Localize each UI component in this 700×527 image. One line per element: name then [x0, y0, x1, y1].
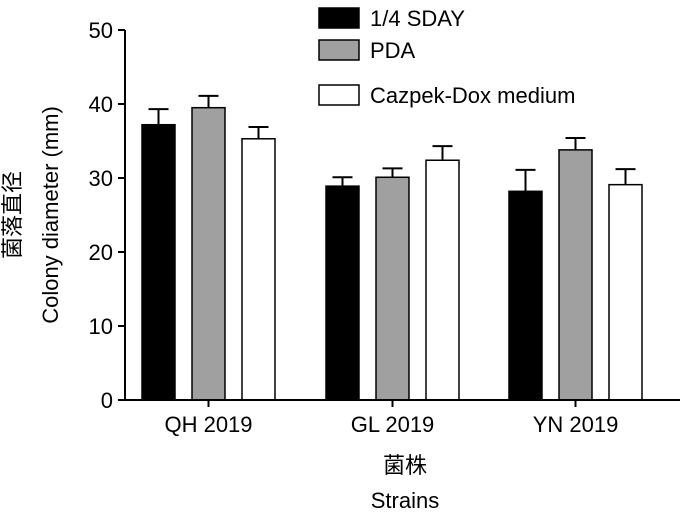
- legend-swatch: [318, 84, 360, 106]
- x-tick-label: GL 2019: [351, 412, 435, 437]
- y-axis-label: Colony diameter (mm): [38, 106, 63, 324]
- legend-label: Cazpek-Dox medium: [370, 83, 575, 108]
- y-tick-label: 10: [89, 314, 113, 339]
- y-tick-label: 30: [89, 166, 113, 191]
- legend: 1/4 SDAY PDA Cazpek-Dox medium: [318, 6, 575, 108]
- x-tick-label: YN 2019: [533, 412, 619, 437]
- x-axis-label-cn: 菌株: [383, 453, 427, 478]
- bar-0-0: [141, 123, 176, 401]
- y-axis-label-cn: 菌落直径: [0, 171, 25, 259]
- y-tick-label: 50: [89, 18, 113, 43]
- y-tick-label: 0: [101, 388, 113, 413]
- bar-1-1: [375, 176, 410, 401]
- y-tick-label: 40: [89, 92, 113, 117]
- y-tick-label: 20: [89, 240, 113, 265]
- legend-label: 1/4 SDAY: [370, 6, 465, 31]
- bar-1-0: [325, 185, 360, 401]
- bar-2-2: [608, 183, 643, 401]
- bar-2-1: [558, 149, 593, 401]
- x-tick-label: QH 2019: [164, 412, 252, 437]
- bar-2-0: [508, 190, 543, 401]
- bar-1-2: [425, 159, 460, 401]
- legend-swatch: [318, 7, 360, 29]
- legend-swatch: [318, 39, 360, 61]
- x-axis-label: Strains: [371, 488, 439, 513]
- legend-label: PDA: [370, 38, 416, 63]
- bar-0-1: [191, 106, 226, 401]
- bar-0-2: [241, 138, 276, 401]
